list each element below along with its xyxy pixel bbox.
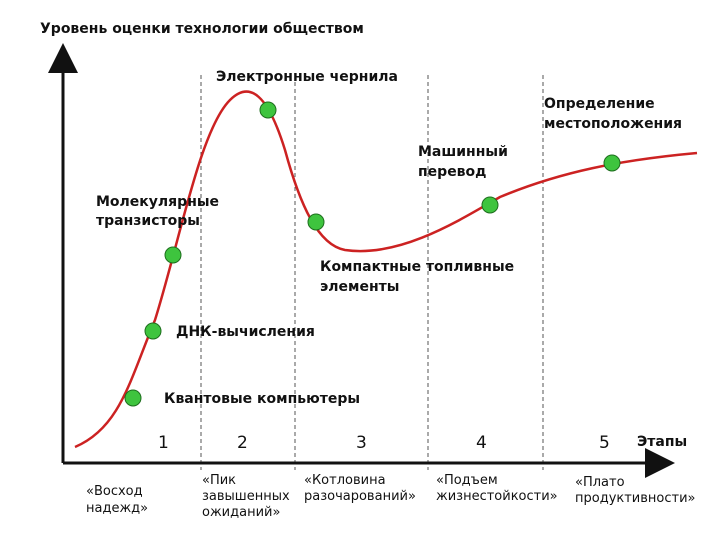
stage-numbers: 1 2 3 4 5 <box>158 433 610 453</box>
stage-number-3: 3 <box>356 433 367 453</box>
label-fuel-cells-line1: Компактные топливные <box>320 259 514 275</box>
caption-stage1-line1: «Восход <box>86 484 143 499</box>
stage-dividers <box>200 75 544 470</box>
point-dna-computing <box>144 322 162 340</box>
caption-stage1-line2: надежд» <box>86 501 148 516</box>
point-fuel-cells <box>307 213 325 231</box>
label-geolocation-line1: Определение <box>544 96 655 112</box>
axes <box>48 43 675 478</box>
stage-number-1: 1 <box>158 433 169 453</box>
point-electronic-ink <box>259 101 277 119</box>
caption-stage2-line1: «Пик <box>202 473 236 488</box>
caption-stage4-line1: «Подъем <box>436 473 498 488</box>
x-axis-label: Этапы <box>637 434 687 450</box>
chart-title: Уровень оценки технологии обществом <box>40 21 364 37</box>
label-quantum-computers: Квантовые компьютеры <box>164 391 360 407</box>
technology-labels: Квантовые компьютеры ДНК-вычисления Моле… <box>96 69 682 407</box>
caption-stage3-line1: «Котловина <box>304 473 386 488</box>
caption-stage5-line2: продуктивности» <box>575 491 696 506</box>
stage-number-5: 5 <box>599 433 610 453</box>
hype-curve <box>74 90 698 449</box>
caption-stage4-line2: жизнестойкости» <box>436 489 558 504</box>
label-molecular-transistors-line1: Молекулярные <box>96 194 219 210</box>
label-geolocation-line2: местоположения <box>544 116 682 132</box>
label-machine-translation-line1: Машинный <box>418 144 508 160</box>
label-fuel-cells-line2: элементы <box>320 279 399 295</box>
point-molecular-transistors <box>164 246 182 264</box>
point-machine-translation <box>481 196 499 214</box>
stage-captions: «Восход надежд» «Пик завышенных ожиданий… <box>86 473 696 520</box>
caption-stage3-line2: разочарований» <box>304 489 416 504</box>
label-electronic-ink: Электронные чернила <box>216 69 398 85</box>
stage-number-2: 2 <box>237 433 248 453</box>
caption-stage2-line2: завышенных <box>202 489 290 504</box>
technology-points <box>124 101 621 407</box>
label-machine-translation-line2: перевод <box>418 164 486 180</box>
label-molecular-transistors-line2: транзисторы <box>96 213 200 229</box>
point-quantum-computers <box>124 389 142 407</box>
label-dna-computing: ДНК-вычисления <box>176 324 315 340</box>
stage-number-4: 4 <box>476 433 487 453</box>
point-geolocation <box>603 154 621 172</box>
caption-stage5-line1: «Плато <box>575 475 625 490</box>
caption-stage2-line3: ожиданий» <box>202 505 280 520</box>
